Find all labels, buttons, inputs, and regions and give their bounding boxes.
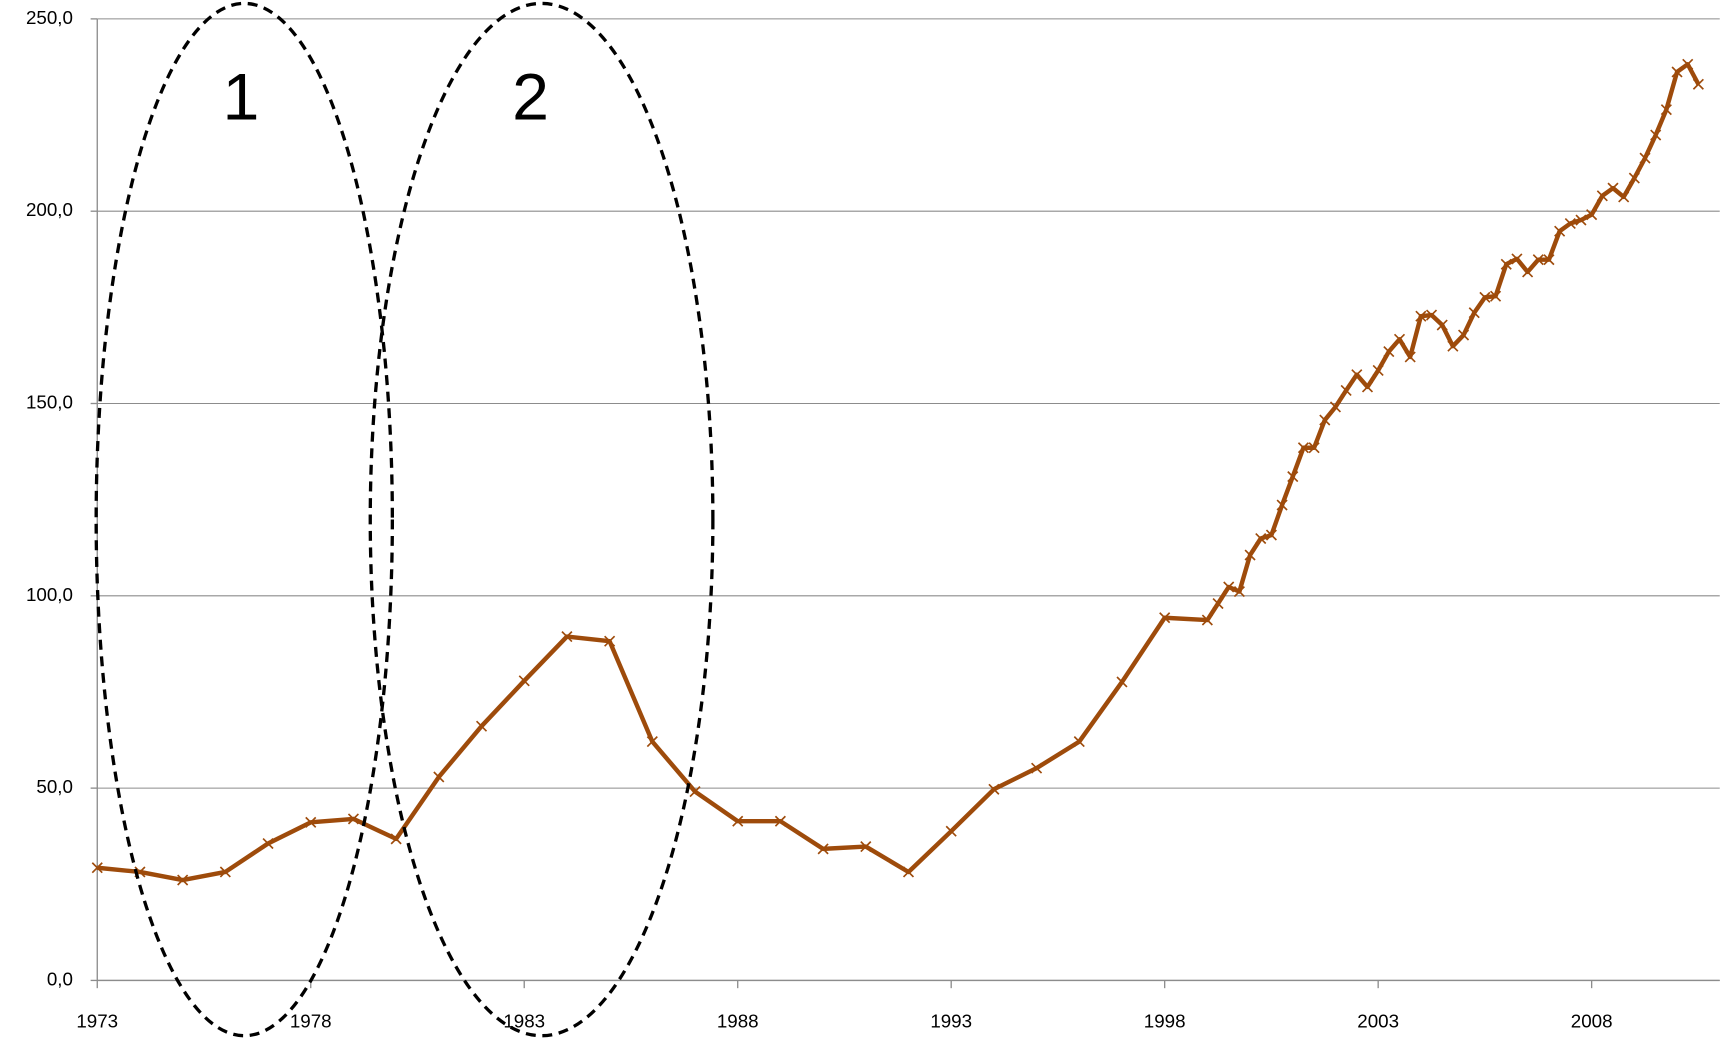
point-marker bbox=[1596, 190, 1608, 202]
point-marker bbox=[1308, 442, 1320, 454]
x-tick-label: 1973 bbox=[76, 1010, 118, 1031]
point-marker bbox=[1031, 762, 1043, 774]
y-tick-label: 0,0 bbox=[47, 968, 73, 989]
point-marker bbox=[1457, 329, 1470, 341]
point-marker bbox=[945, 825, 957, 837]
point-marker bbox=[1212, 597, 1224, 610]
point-marker bbox=[1639, 152, 1651, 164]
point-marker bbox=[860, 841, 872, 853]
annotation: 1 bbox=[223, 60, 260, 134]
point-marker bbox=[1554, 225, 1566, 237]
point-marker bbox=[1575, 214, 1587, 226]
point-marker bbox=[1586, 209, 1598, 221]
point-marker bbox=[646, 736, 658, 748]
y-tick-label: 100,0 bbox=[26, 584, 73, 605]
point-marker bbox=[1447, 340, 1459, 352]
point-marker bbox=[1692, 78, 1704, 90]
point-marker bbox=[1500, 258, 1512, 270]
y-tick-label: 150,0 bbox=[26, 391, 73, 412]
point-marker bbox=[347, 813, 359, 825]
point-marker bbox=[1116, 676, 1128, 688]
point-marker bbox=[1276, 499, 1288, 511]
point-marker bbox=[902, 866, 915, 878]
point-marker bbox=[1671, 66, 1683, 78]
x-tick-label: 1978 bbox=[290, 1010, 332, 1031]
point-marker bbox=[1607, 182, 1619, 194]
point-marker bbox=[1340, 384, 1352, 396]
point-marker bbox=[732, 815, 744, 827]
annotation: 2 bbox=[512, 60, 549, 134]
point-marker bbox=[475, 720, 488, 732]
point-marker bbox=[262, 837, 274, 850]
point-marker bbox=[1372, 364, 1384, 376]
x-tick-label: 1993 bbox=[930, 1010, 972, 1031]
point-marker bbox=[1073, 736, 1085, 748]
point-marker bbox=[1543, 254, 1555, 266]
point-marker bbox=[561, 631, 573, 643]
point-marker bbox=[774, 815, 786, 827]
point-marker bbox=[1297, 442, 1310, 454]
x-tick-label: 1983 bbox=[503, 1010, 545, 1031]
point-marker bbox=[1393, 333, 1406, 345]
point-marker bbox=[1468, 307, 1480, 319]
point-marker bbox=[689, 786, 701, 798]
point-marker bbox=[1201, 614, 1213, 626]
point-marker bbox=[1159, 612, 1171, 624]
x-tick-label: 2008 bbox=[1571, 1010, 1613, 1031]
highlight-ellipse bbox=[94, 1, 395, 1038]
point-marker bbox=[1265, 529, 1277, 541]
point-marker bbox=[91, 862, 103, 874]
series-line bbox=[97, 62, 1701, 883]
point-marker bbox=[1404, 351, 1416, 363]
point-marker bbox=[1650, 129, 1662, 141]
point-marker bbox=[1618, 191, 1630, 203]
y-tick-label: 250,0 bbox=[26, 7, 73, 28]
x-tick-label: 2003 bbox=[1357, 1010, 1399, 1031]
point-marker bbox=[1490, 290, 1502, 302]
point-marker bbox=[1425, 309, 1438, 321]
point-marker bbox=[433, 771, 445, 783]
y-tick-label: 200,0 bbox=[26, 199, 73, 220]
point-marker bbox=[1319, 414, 1331, 426]
point-marker bbox=[1351, 369, 1363, 381]
x-tick-label: 1988 bbox=[717, 1010, 759, 1031]
point-marker bbox=[1244, 549, 1256, 561]
point-marker bbox=[604, 635, 616, 647]
point-marker bbox=[1233, 586, 1245, 598]
point-marker bbox=[1361, 381, 1374, 393]
point-marker bbox=[1255, 532, 1267, 545]
point-marker bbox=[1682, 58, 1694, 70]
point-marker bbox=[390, 833, 402, 845]
point-marker bbox=[177, 874, 189, 886]
plot-layer: 0,0 50,0 100,0 150,0 200,0 250,0 1973 1978 1983 1… bbox=[26, 7, 1720, 1031]
point-marker bbox=[1564, 217, 1576, 230]
point-marker bbox=[1532, 254, 1544, 266]
point-marker bbox=[219, 866, 231, 878]
point-marker bbox=[1383, 346, 1395, 358]
highlight-ellipse bbox=[368, 1, 715, 1038]
point-marker bbox=[1287, 471, 1299, 483]
point-marker bbox=[1479, 291, 1491, 303]
point-marker bbox=[817, 843, 829, 855]
point-marker bbox=[305, 816, 317, 828]
x-tick-label: 1998 bbox=[1144, 1010, 1186, 1031]
point-marker bbox=[518, 675, 530, 687]
point-marker bbox=[1660, 104, 1672, 116]
point-marker bbox=[1628, 172, 1640, 184]
point-marker bbox=[988, 783, 1000, 795]
point-marker bbox=[1522, 266, 1534, 278]
point-marker bbox=[1223, 581, 1235, 593]
y-tick-label: 50,0 bbox=[36, 776, 73, 797]
point-marker bbox=[1415, 310, 1427, 322]
point-marker bbox=[1436, 319, 1448, 331]
point-marker bbox=[1329, 401, 1342, 413]
point-marker bbox=[1511, 253, 1523, 265]
